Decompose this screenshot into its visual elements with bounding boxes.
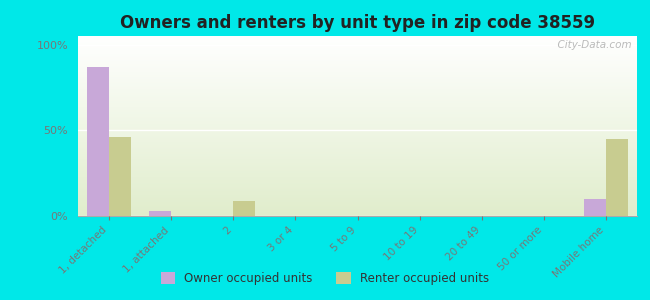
Bar bbox=[109, 137, 131, 216]
Title: Owners and renters by unit type in zip code 38559: Owners and renters by unit type in zip c… bbox=[120, 14, 595, 32]
Bar bbox=[150, 211, 171, 216]
Bar bbox=[87, 67, 109, 216]
Bar bbox=[584, 199, 606, 216]
Legend: Owner occupied units, Renter occupied units: Owner occupied units, Renter occupied un… bbox=[155, 266, 495, 291]
Bar bbox=[606, 139, 628, 216]
Bar bbox=[233, 201, 255, 216]
Text: City-Data.com: City-Data.com bbox=[551, 40, 631, 50]
